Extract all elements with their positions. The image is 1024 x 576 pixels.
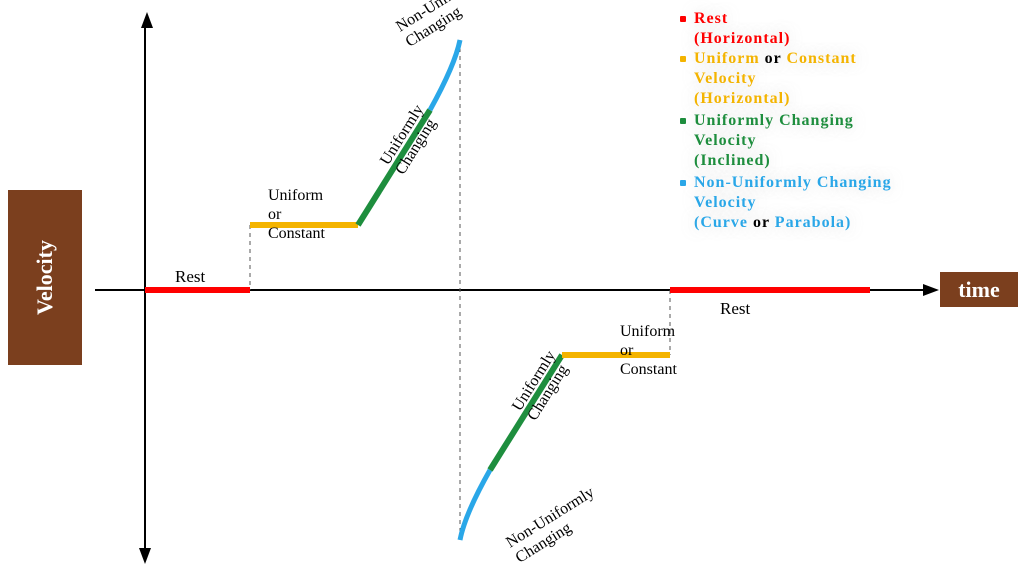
upper-curve-segment bbox=[430, 40, 460, 110]
upper-curve-label: Non-UniformlyChanging bbox=[393, 0, 497, 51]
lower-incline-label: UniformlyChanging bbox=[509, 348, 574, 424]
upper-constant-label: Uniform or Constant bbox=[268, 187, 325, 242]
svg-text:Uniform: Uniform bbox=[268, 187, 324, 204]
upper-incline-label: UniformlyChanging bbox=[377, 102, 442, 178]
lower-constant-label: Uniform or Constant bbox=[620, 323, 677, 378]
svg-text:Constant: Constant bbox=[268, 225, 325, 242]
svg-text:Uniform: Uniform bbox=[620, 323, 676, 340]
svg-text:or: or bbox=[268, 206, 282, 223]
upper-rest-label: Rest bbox=[175, 267, 206, 286]
svg-text:Constant: Constant bbox=[620, 361, 677, 378]
velocity-time-diagram: Rest Uniform or Constant UniformlyChanging No… bbox=[0, 0, 1024, 576]
lower-curve-segment bbox=[460, 470, 490, 540]
svg-text:or: or bbox=[620, 342, 634, 359]
lower-rest-label: Rest bbox=[720, 299, 751, 318]
lower-curve-label: Non-UniformlyChanging bbox=[503, 484, 607, 567]
